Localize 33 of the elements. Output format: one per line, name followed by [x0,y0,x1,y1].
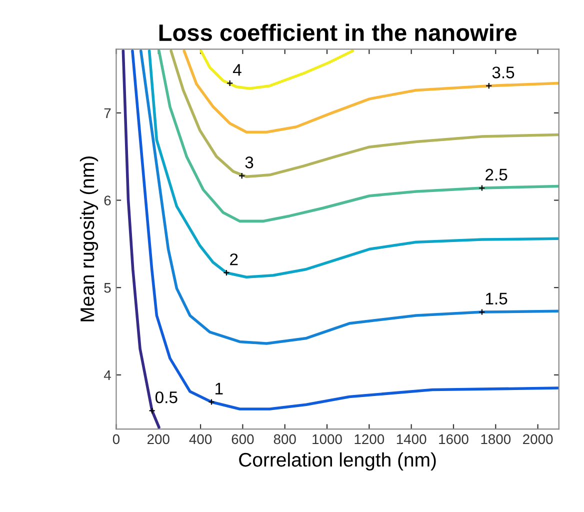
y-axis-title: Mean rugosity (nm) [80,156,98,322]
line-series [170,50,559,178]
x-tick-label: 0 [112,434,120,444]
annotation: 0.5 [155,391,178,404]
line-series [148,50,559,278]
x-tick-label: 200 [147,434,170,444]
x-tick-label: 1800 [481,434,511,444]
x-tick-label: 800 [274,434,296,444]
annotation: 3.5 [492,66,514,78]
line-series [200,50,354,90]
line-series [158,50,559,223]
x-tick-label: 400 [189,434,212,444]
annotation: 2.5 [486,168,508,181]
chart-title: Loss coefficient in the nanowire [159,24,516,42]
annotation: 4 [232,64,242,76]
x-tick-label: 1000 [312,434,342,444]
line-series [139,50,559,345]
annotation: 2 [230,253,238,266]
x-tick-label: 2000 [523,434,553,444]
y-tick-label: 4 [104,370,111,380]
annotation: 3 [245,156,254,168]
x-tick-label: 1400 [396,434,426,444]
x-tick-label: 600 [232,434,254,444]
line-series [131,50,559,410]
x-tick-label: 1600 [439,434,468,444]
annotation: 1 [216,382,223,394]
x-axis-title: Correlation length (nm) [239,452,436,471]
annotation: 1.5 [486,292,508,305]
line-series [182,50,559,134]
y-tick-label: 7 [104,108,111,118]
x-tick-label: 1200 [354,434,384,444]
y-tick-label: 6 [104,196,111,206]
y-tick-label: 5 [104,283,111,293]
